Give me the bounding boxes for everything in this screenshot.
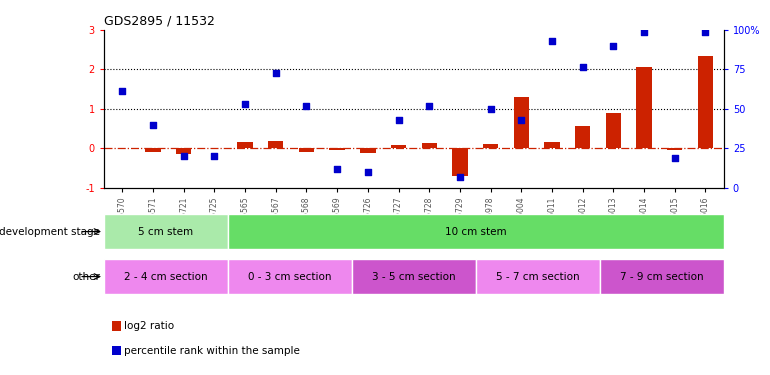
Text: 3 - 5 cm section: 3 - 5 cm section: [372, 272, 456, 282]
Point: [699, 29, 711, 35]
Point: [454, 174, 466, 180]
Point: [608, 43, 620, 49]
Bar: [606, 112, 621, 148]
Bar: [299, 148, 314, 152]
Bar: [352, 259, 476, 294]
Text: 5 cm stem: 5 cm stem: [139, 226, 193, 237]
Text: GDS2895 / 11532: GDS2895 / 11532: [104, 15, 215, 27]
Bar: [544, 142, 560, 148]
Point: [484, 106, 497, 112]
Bar: [600, 259, 724, 294]
Bar: [104, 259, 228, 294]
Text: 10 cm stem: 10 cm stem: [445, 226, 507, 237]
Text: 5 - 7 cm section: 5 - 7 cm section: [496, 272, 580, 282]
Point: [638, 29, 650, 35]
Point: [208, 153, 220, 159]
Point: [147, 122, 159, 128]
Text: other: other: [72, 272, 100, 282]
Text: 2 - 4 cm section: 2 - 4 cm section: [124, 272, 208, 282]
Point: [270, 69, 282, 75]
Bar: [667, 148, 682, 150]
Bar: [476, 259, 600, 294]
Bar: [237, 142, 253, 148]
Bar: [421, 143, 437, 148]
Point: [300, 104, 313, 110]
Point: [668, 155, 681, 161]
Bar: [514, 97, 529, 148]
Text: log2 ratio: log2 ratio: [124, 321, 174, 331]
Bar: [104, 214, 228, 249]
Bar: [146, 148, 161, 152]
Point: [331, 166, 343, 172]
Text: development stage: development stage: [0, 226, 100, 237]
Point: [577, 64, 589, 70]
Bar: [268, 141, 283, 148]
Bar: [330, 148, 345, 150]
Bar: [228, 214, 724, 249]
Bar: [176, 148, 192, 154]
Point: [178, 153, 190, 159]
Bar: [575, 126, 591, 148]
Bar: [636, 68, 651, 148]
Text: 7 - 9 cm section: 7 - 9 cm section: [620, 272, 704, 282]
Point: [423, 104, 435, 110]
Bar: [483, 144, 498, 148]
Point: [239, 101, 251, 107]
Bar: [228, 259, 352, 294]
Point: [515, 117, 527, 123]
Bar: [391, 145, 407, 148]
Point: [362, 169, 374, 175]
Text: percentile rank within the sample: percentile rank within the sample: [124, 346, 300, 355]
Point: [393, 117, 405, 123]
Bar: [360, 148, 376, 153]
Bar: [698, 56, 713, 148]
Point: [116, 88, 129, 94]
Point: [546, 38, 558, 44]
Bar: [452, 148, 467, 176]
Text: 0 - 3 cm section: 0 - 3 cm section: [248, 272, 332, 282]
